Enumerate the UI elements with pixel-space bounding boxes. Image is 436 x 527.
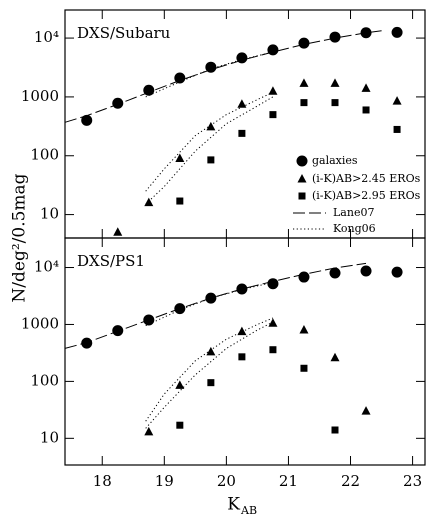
line-dash: [64, 30, 382, 123]
marker-circle: [205, 61, 217, 73]
y-tick-label: 1000: [21, 314, 59, 332]
plot-frame: [64, 237, 426, 466]
marker-square: [207, 379, 215, 387]
marker-square: [238, 353, 246, 361]
y-tick-label: 10: [40, 205, 59, 223]
marker-triangle: [175, 380, 185, 389]
legend-label: (i-K)AB>2.45 EROs: [312, 172, 421, 185]
marker-square: [331, 426, 339, 434]
line-dot: [145, 51, 274, 205]
legend-label: Lane07: [333, 206, 374, 219]
marker-triangle: [299, 324, 309, 334]
marker-triangle: [268, 86, 278, 95]
marker-circle: [391, 266, 403, 278]
x-tick-label: 19: [155, 472, 174, 490]
marker-circle: [360, 265, 372, 277]
x-axis-label-sub: AB: [240, 504, 257, 517]
marker-triangle: [175, 153, 185, 162]
x-tick-label: 23: [403, 472, 422, 490]
x-tick-label: 21: [279, 472, 298, 490]
marker-square: [269, 346, 277, 354]
marker-square: [298, 192, 306, 200]
marker-square: [331, 99, 339, 107]
marker-triangle: [237, 99, 247, 108]
legend-label: (i-K)AB>2.95 EROs: [312, 189, 421, 202]
marker-square: [207, 156, 215, 164]
marker-triangle: [330, 78, 340, 87]
y-tick-label: 10⁴: [34, 258, 59, 276]
marker-triangle: [330, 352, 340, 362]
marker-circle: [267, 44, 279, 56]
marker-triangle: [144, 426, 154, 436]
marker-square: [300, 364, 308, 372]
marker-square: [269, 111, 277, 119]
x-tick-label: 18: [93, 472, 112, 490]
y-tick-label: 100: [30, 371, 59, 389]
y-tick-label: 1000: [21, 87, 59, 105]
marker-triangle: [206, 346, 216, 356]
marker-triangle: [361, 83, 371, 92]
legend-label: Kong06: [333, 222, 376, 235]
marker-square: [176, 421, 184, 429]
x-tick-label: 22: [341, 472, 360, 490]
marker-circle: [112, 97, 124, 109]
marker-triangle: [237, 326, 247, 336]
panel-label: DXS/Subaru: [77, 24, 171, 42]
marker-square: [362, 106, 370, 114]
marker-circle: [174, 72, 186, 84]
x-tick-label: 20: [217, 472, 236, 490]
marker-square: [176, 197, 184, 205]
line-dash: [64, 262, 367, 349]
marker-circle: [329, 31, 341, 43]
marker-square: [300, 99, 308, 107]
marker-circle: [329, 267, 341, 279]
y-tick-label: 100: [30, 146, 59, 164]
marker-triangle: [206, 121, 216, 131]
marker-circle: [298, 37, 310, 49]
plot-frame: [64, 9, 426, 239]
panel-label: DXS/PS1: [77, 252, 145, 270]
marker-circle: [81, 337, 93, 349]
marker-circle: [81, 114, 93, 126]
marker-circle: [391, 26, 403, 38]
marker-square: [393, 125, 401, 133]
x-axis-label: K: [227, 495, 240, 515]
y-tick-label: 10⁴: [34, 28, 59, 46]
marker-triangle: [299, 78, 309, 87]
marker-circle: [298, 271, 310, 283]
marker-triangle: [113, 227, 123, 236]
marker-triangle: [392, 96, 402, 105]
marker-triangle: [297, 174, 307, 183]
y-axis-label: N/deg²/0.5mag: [10, 173, 30, 302]
marker-circle: [112, 325, 124, 337]
line-dot: [145, 281, 274, 429]
marker-triangle: [361, 406, 371, 415]
legend-label: galaxies: [312, 154, 358, 167]
y-tick-label: 10: [40, 428, 59, 446]
marker-circle: [267, 278, 279, 290]
marker-square: [238, 129, 246, 137]
marker-circle: [296, 155, 308, 167]
